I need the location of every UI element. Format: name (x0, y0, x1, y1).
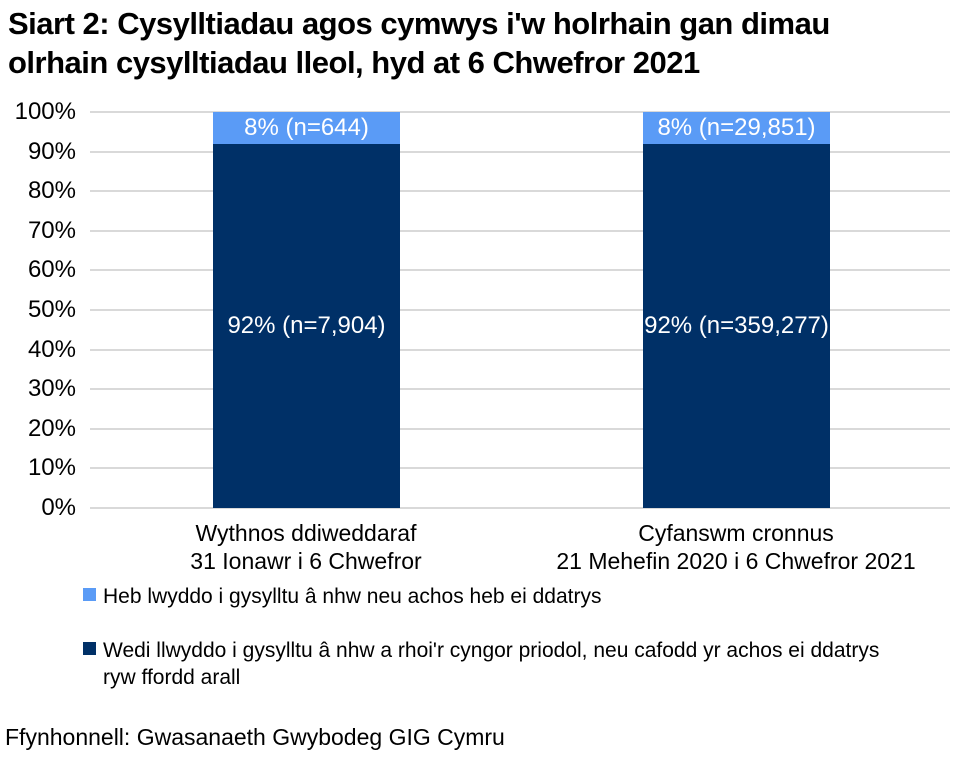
gridline (90, 309, 950, 311)
y-axis-tick-label: 10% (27, 454, 76, 482)
gridline (90, 348, 950, 351)
x-axis-label-line-2: 31 Ionawr i 6 Chwefror (190, 548, 422, 574)
x-axis-label-cumulative-total: Cyfanswm cronnus 21 Mehefin 2020 i 6 Chw… (526, 519, 946, 575)
bar-segment-resolved: 92% (n=359,277) (643, 143, 830, 508)
bar-segment-unresolved: 8% (n=644) (213, 112, 400, 144)
gridline (90, 269, 950, 272)
x-axis-label-latest-week: Wythnos ddiweddaraf 31 Ionawr i 6 Chwefr… (96, 519, 516, 575)
y-axis-tick-label: 70% (27, 216, 76, 244)
gridline (90, 467, 950, 470)
gridline (90, 111, 950, 113)
y-axis-tick-label: 50% (27, 296, 76, 323)
legend-label: Heb lwyddo i gysylltu â nhw neu achos he… (103, 585, 602, 608)
bar-segment-resolved: 92% (n=7,904) (213, 143, 400, 508)
y-axis-tick-label: 80% (27, 177, 76, 205)
bar-segment-label: 92% (n=359,277) (644, 311, 829, 339)
y-axis-tick-label: 20% (27, 414, 76, 442)
x-axis-label-line-1: Wythnos ddiweddaraf (195, 520, 417, 546)
y-axis-tick-label: 90% (27, 137, 76, 165)
gridline (90, 229, 950, 232)
x-axis-label-line-2: 21 Mehefin 2020 i 6 Chwefror 2021 (556, 548, 916, 574)
gridline (90, 427, 950, 430)
source-note: Ffynhonnell: Gwasanaeth Gwybodeg GIG Cym… (5, 724, 505, 750)
gridline (90, 388, 950, 391)
bar-segment-unresolved: 8% (n=29,851) (643, 112, 830, 144)
legend-item-resolved: Wedi llwyddo i gysylltu â nhw a rhoi'r c… (83, 637, 903, 691)
plot-area: 8% (n=644) 92% (n=7,904) 8% (n=29,851) 9… (90, 111, 950, 509)
bar-latest-week: 8% (n=644) 92% (n=7,904) (213, 112, 400, 508)
x-axis-label-line-1: Cyfanswm cronnus (638, 520, 834, 546)
y-axis-tick-label: 100% (14, 98, 76, 125)
chart-title-line-1: Siart 2: Cysylltiadau agos cymwys i'w ho… (8, 6, 830, 41)
legend-label: Wedi llwyddo i gysylltu â nhw a rhoi'r c… (103, 639, 880, 689)
gridline (90, 507, 950, 509)
chart-title: Siart 2: Cysylltiadau agos cymwys i'w ho… (8, 4, 830, 82)
bar-segment-label: 92% (n=7,904) (227, 311, 386, 339)
y-axis-tick-label: 0% (41, 494, 76, 521)
y-axis-tick-label: 30% (27, 375, 76, 403)
bar-cumulative-total: 8% (n=29,851) 92% (n=359,277) (643, 112, 830, 508)
bar-segment-label: 8% (n=644) (244, 113, 369, 141)
legend-swatch-dark-blue (83, 642, 96, 655)
legend-item-unresolved: Heb lwyddo i gysylltu â nhw neu achos he… (83, 583, 601, 610)
y-axis-tick-label: 60% (27, 256, 76, 284)
bar-segment-label: 8% (n=29,851) (657, 113, 816, 141)
gridline (90, 190, 950, 193)
chart-title-line-2: olrhain cysylltiadau lleol, hyd at 6 Chw… (8, 45, 700, 80)
legend-swatch-light-blue (83, 588, 96, 601)
gridline (90, 150, 950, 153)
y-axis: 0% 10% 20% 30% 40% 50% 60% 70% 80% 90% 100% (0, 99, 76, 521)
y-axis-tick-label: 40% (27, 335, 76, 363)
